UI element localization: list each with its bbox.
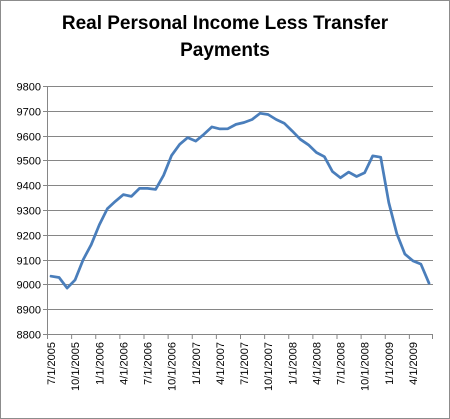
y-tick-label: 9600 xyxy=(17,132,41,144)
y-tick-label: 9400 xyxy=(17,181,41,193)
grid-layer xyxy=(47,86,433,335)
x-tick-label: 10/1/2005 xyxy=(70,342,82,391)
x-tick-labels: 7/1/2005 10/1/2005 1/1/2006 4/1/2006 7/1/200… xyxy=(46,342,420,391)
x-tick-label: 10/1/2008 xyxy=(360,342,372,391)
chart-title-line2: Payments xyxy=(180,40,270,61)
y-tick-label: 9100 xyxy=(17,256,41,268)
x-tick-label: 7/1/2006 xyxy=(143,342,155,385)
x-tick-label: 1/1/2009 xyxy=(384,342,396,385)
y-tick-label: 9200 xyxy=(17,231,41,243)
y-tick-label: 9700 xyxy=(17,107,41,119)
x-tick-label: 7/1/2008 xyxy=(336,342,348,385)
x-tick-label: 10/1/2007 xyxy=(263,342,275,391)
y-tick-label: 9800 xyxy=(17,82,41,94)
x-tick-label: 7/1/2007 xyxy=(239,342,251,385)
y-tick-label: 9000 xyxy=(17,280,41,292)
y-tick-label: 8900 xyxy=(17,305,41,317)
chart-title-line1: Real Personal Income Less Transfer xyxy=(61,13,389,34)
x-tick-label: 4/1/2008 xyxy=(311,342,323,385)
y-tick-label: 8800 xyxy=(17,330,41,342)
y-tick-label: 9500 xyxy=(17,156,41,168)
x-tick-label: 1/1/2006 xyxy=(94,342,106,385)
axis-layer xyxy=(43,86,433,339)
series-layer xyxy=(49,111,431,290)
series-line xyxy=(49,111,431,290)
x-tick-label: 7/1/2005 xyxy=(46,342,58,385)
x-tick-label: 1/1/2007 xyxy=(191,342,203,385)
x-tick-label: 4/1/2009 xyxy=(408,342,420,385)
x-tick-label: 10/1/2006 xyxy=(167,342,179,391)
x-tick-label: 4/1/2006 xyxy=(118,342,130,385)
chart-title: Real Personal Income Less Transfer Payme… xyxy=(0,10,450,64)
x-tick-label: 4/1/2007 xyxy=(215,342,227,385)
y-tick-labels: 8800 8900 9000 9100 9200 9300 9400 9500 9600 9700… xyxy=(17,82,41,342)
y-tick-label: 9300 xyxy=(17,206,41,218)
x-tick-label: 1/1/2008 xyxy=(287,342,299,385)
